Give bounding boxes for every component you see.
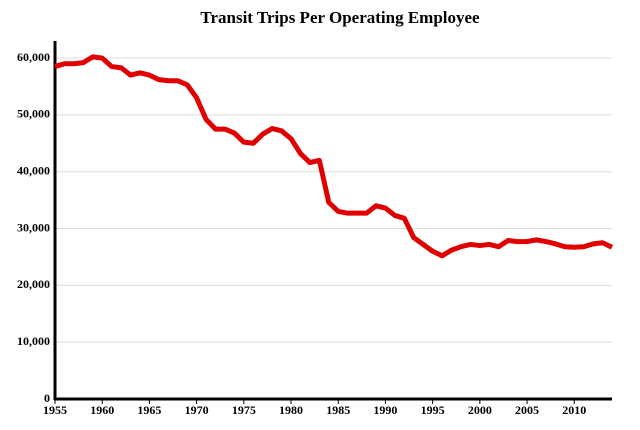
x-tick-label: 1960	[90, 403, 114, 417]
x-tick-label: 1990	[373, 403, 397, 417]
x-tick-label: 1980	[279, 403, 303, 417]
x-tick-label: 1970	[185, 403, 209, 417]
y-tick-label: 40,000	[17, 163, 50, 177]
y-tick-label: 0	[44, 391, 50, 405]
x-tick-label: 2000	[468, 403, 492, 417]
x-tick-label: 1965	[137, 403, 161, 417]
y-tick-label: 50,000	[17, 107, 50, 121]
chart-title: Transit Trips Per Operating Employee	[200, 8, 480, 27]
x-tick-label: 1985	[326, 403, 350, 417]
data-line	[54, 54, 614, 259]
x-tick-label: 1975	[232, 403, 256, 417]
y-tick-label: 30,000	[17, 220, 50, 234]
y-tick-label: 20,000	[17, 277, 50, 291]
y-tick-label: 10,000	[17, 334, 50, 348]
x-tick-label: 1955	[43, 403, 67, 417]
y-tick-label: 60,000	[17, 50, 50, 64]
x-tick-label: 2010	[562, 403, 586, 417]
x-tick-label: 2005	[515, 403, 539, 417]
x-tick-label: 1995	[421, 403, 445, 417]
